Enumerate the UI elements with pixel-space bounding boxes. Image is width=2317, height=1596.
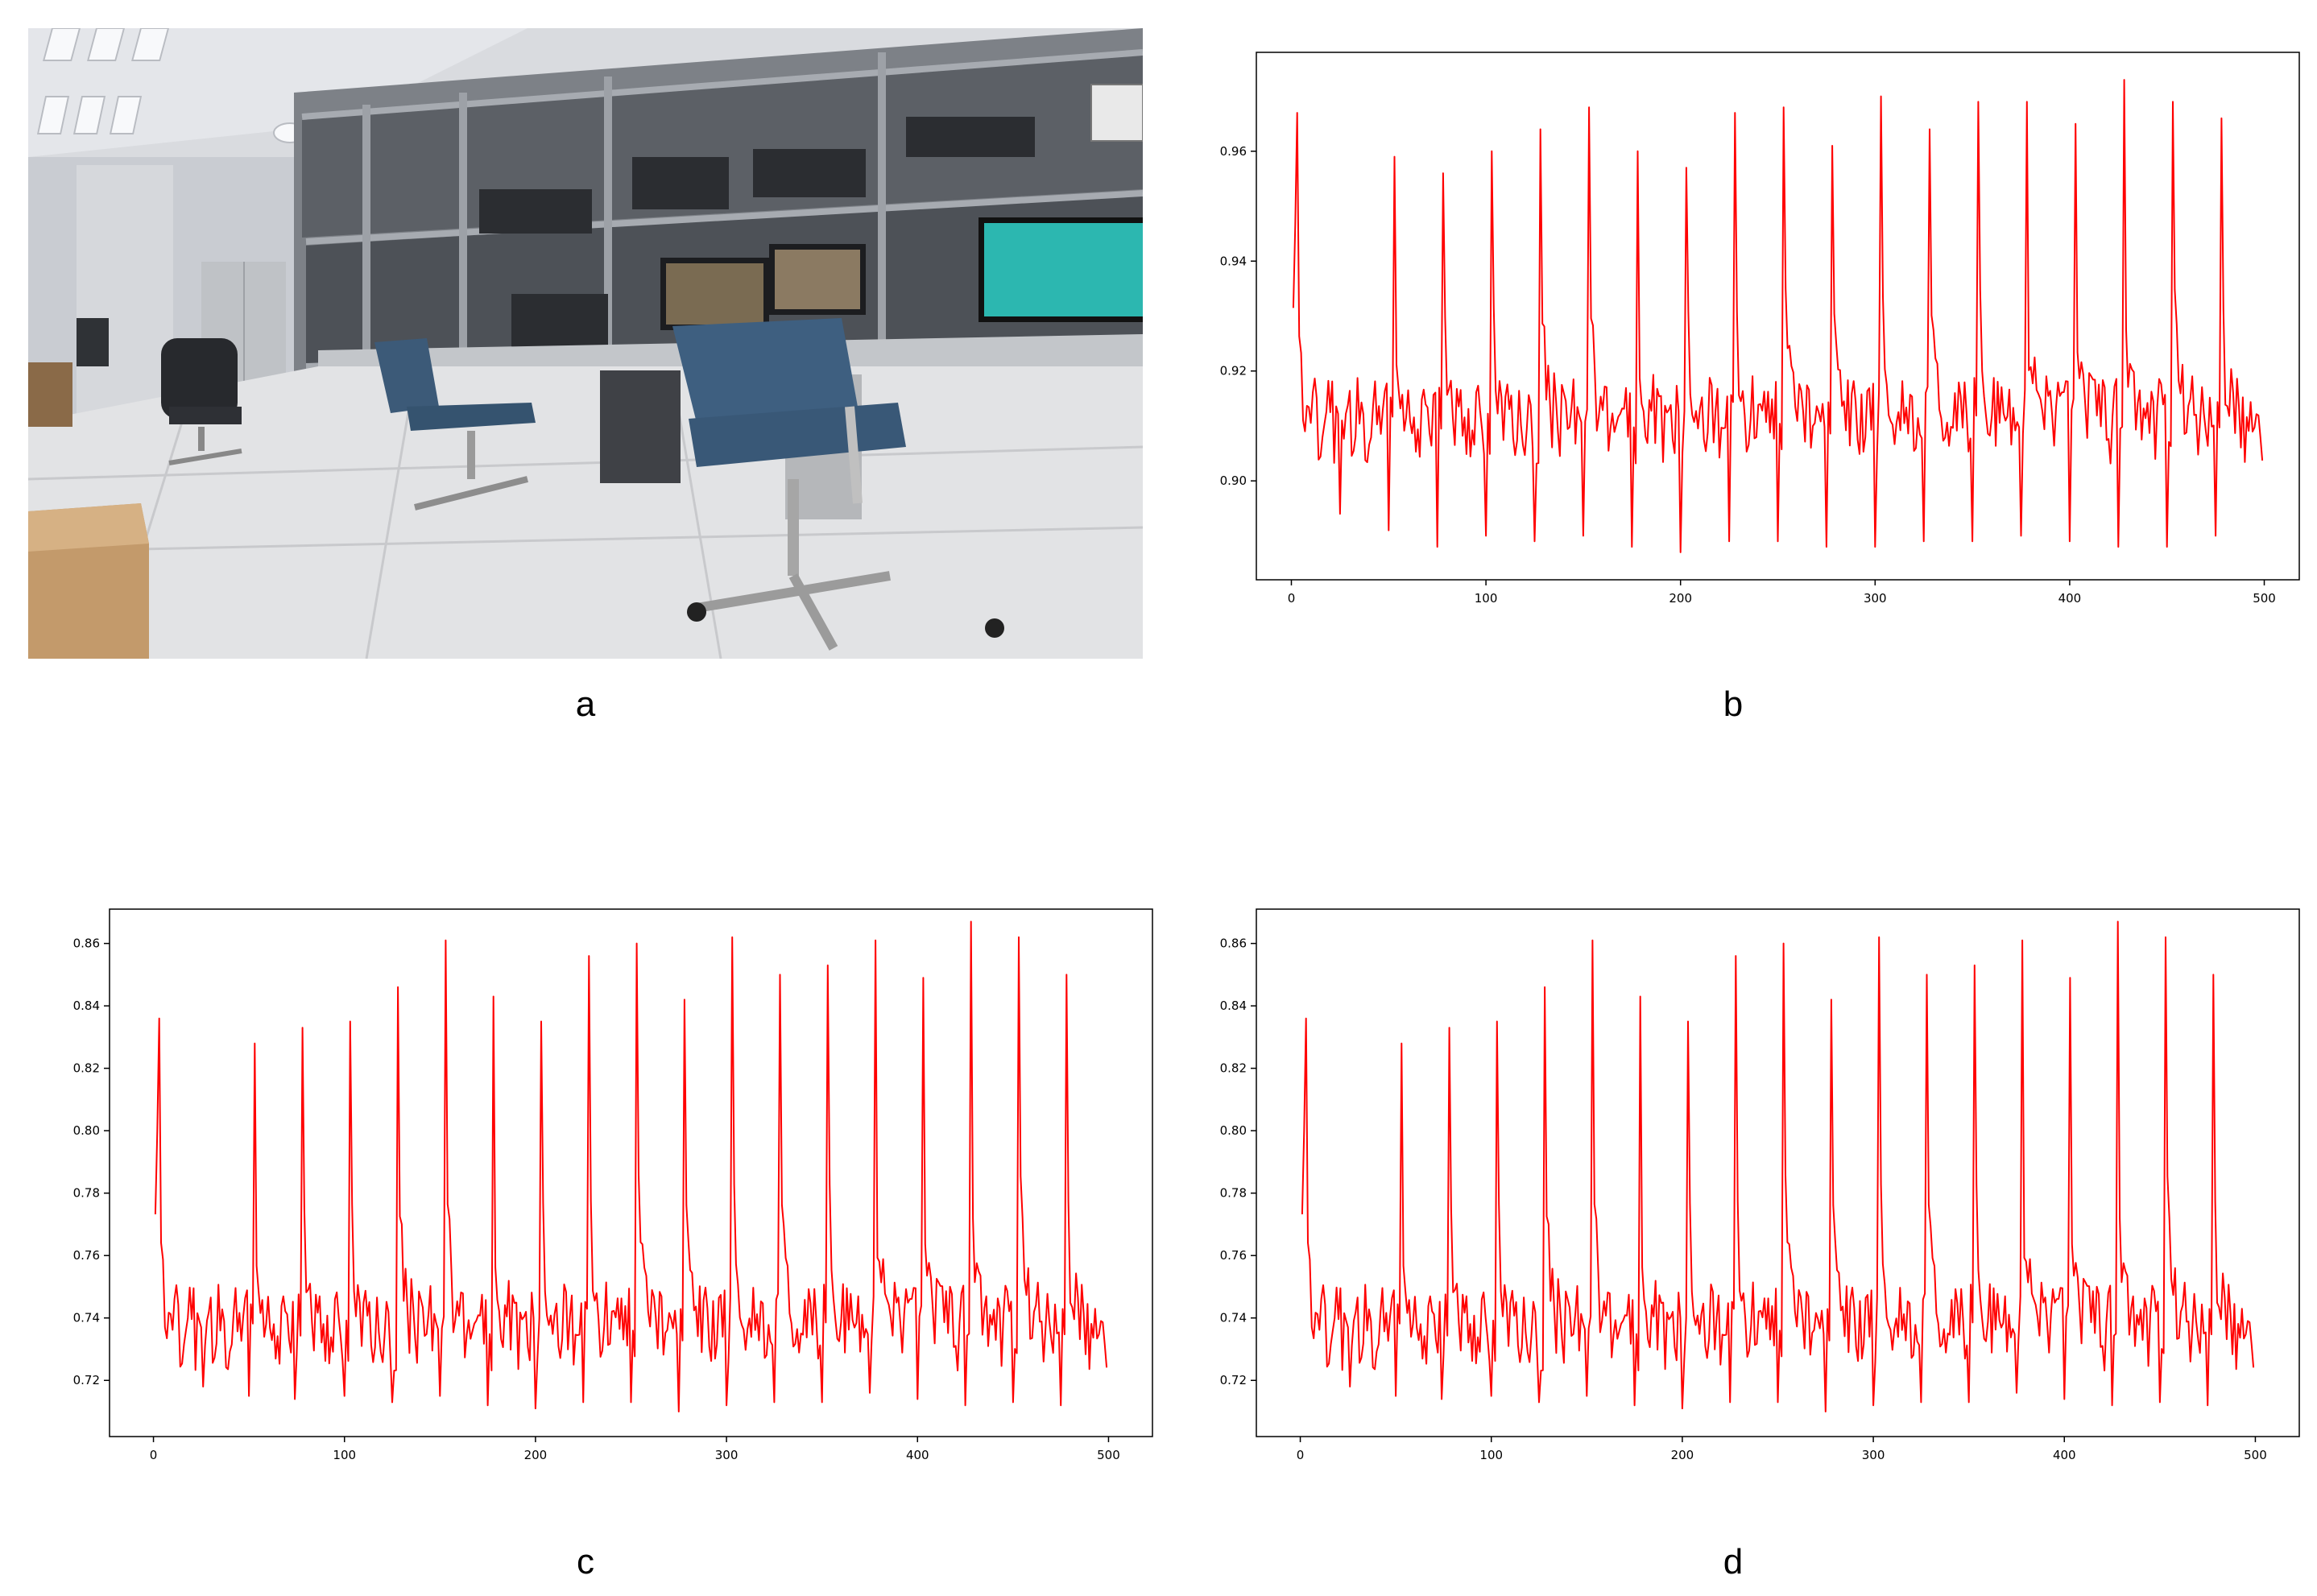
x-tick-label: 500 [2253,591,2276,606]
x-tick-label: 100 [333,1448,356,1462]
line-chart-b: 0 100 200 300 400 500 0.90 0.92 0.94 0.96 [1220,52,2300,606]
x-tick-label: 100 [1479,1448,1503,1462]
y-tick-label: 0.84 [73,999,100,1013]
plot-frame [109,908,1153,1437]
y-tick-label: 0.74 [73,1311,100,1325]
y-tick-label: 0.76 [1220,1248,1247,1263]
x-tick-label: 300 [715,1448,739,1462]
x-tick-label: 0 [150,1448,158,1462]
y-tick-label: 0.72 [73,1373,100,1387]
x-tick-label: 200 [524,1448,548,1462]
y-tick-label: 0.78 [73,1186,100,1201]
y-tick-label: 0.90 [1220,473,1247,488]
x-tick-label: 300 [1864,591,1887,606]
series-line [154,920,1108,1412]
y-tick-label: 0.82 [1220,1061,1247,1076]
y-tick-label: 0.92 [1220,364,1247,378]
photo-illustration [28,28,1143,659]
y-tick-label: 0.80 [73,1123,100,1138]
x-tick-label: 0 [1288,591,1296,606]
y-tick-label: 0.94 [1220,254,1247,268]
series-line [1301,920,2255,1412]
y-tick-label: 0.80 [1220,1123,1247,1138]
y-tick-label: 0.82 [73,1061,100,1076]
x-tick-label: 100 [1475,591,1498,606]
y-tick-label: 0.78 [1220,1186,1247,1201]
y-tick-label: 0.86 [1220,937,1247,951]
x-tick-label: 400 [906,1448,929,1462]
line-chart-d: 0 100 200 300 400 500 0.72 0.74 0.76 0.78 0.80 0.82… [1220,908,2300,1462]
y-tick-label: 0.84 [1220,999,1247,1013]
y-tick-label: 0.76 [73,1248,100,1263]
x-tick-label: 200 [1669,591,1692,606]
x-tick-label: 300 [1862,1448,1885,1462]
panel-label-c: c [577,1542,594,1582]
plot-frame [1256,908,2300,1437]
panel-label-d: d [1723,1542,1744,1582]
y-tick-label: 0.96 [1220,144,1247,159]
y-tick-label: 0.86 [73,937,100,951]
series-line [1292,79,2264,553]
panel-label-b: b [1723,684,1744,724]
x-tick-label: 400 [2053,1448,2076,1462]
x-tick-label: 200 [1671,1448,1694,1462]
x-tick-label: 0 [1297,1448,1305,1462]
office-lab-photo [28,28,1143,659]
y-tick-label: 0.72 [1220,1373,1247,1387]
x-tick-label: 400 [2058,591,2082,606]
panel-label-a: a [575,684,596,724]
x-tick-label: 500 [2244,1448,2267,1462]
line-chart-c: 0 100 200 300 400 500 0.72 0.74 0.76 0.78 0.80 0.82… [73,908,1153,1462]
x-tick-label: 500 [1097,1448,1120,1462]
y-tick-label: 0.74 [1220,1311,1247,1325]
